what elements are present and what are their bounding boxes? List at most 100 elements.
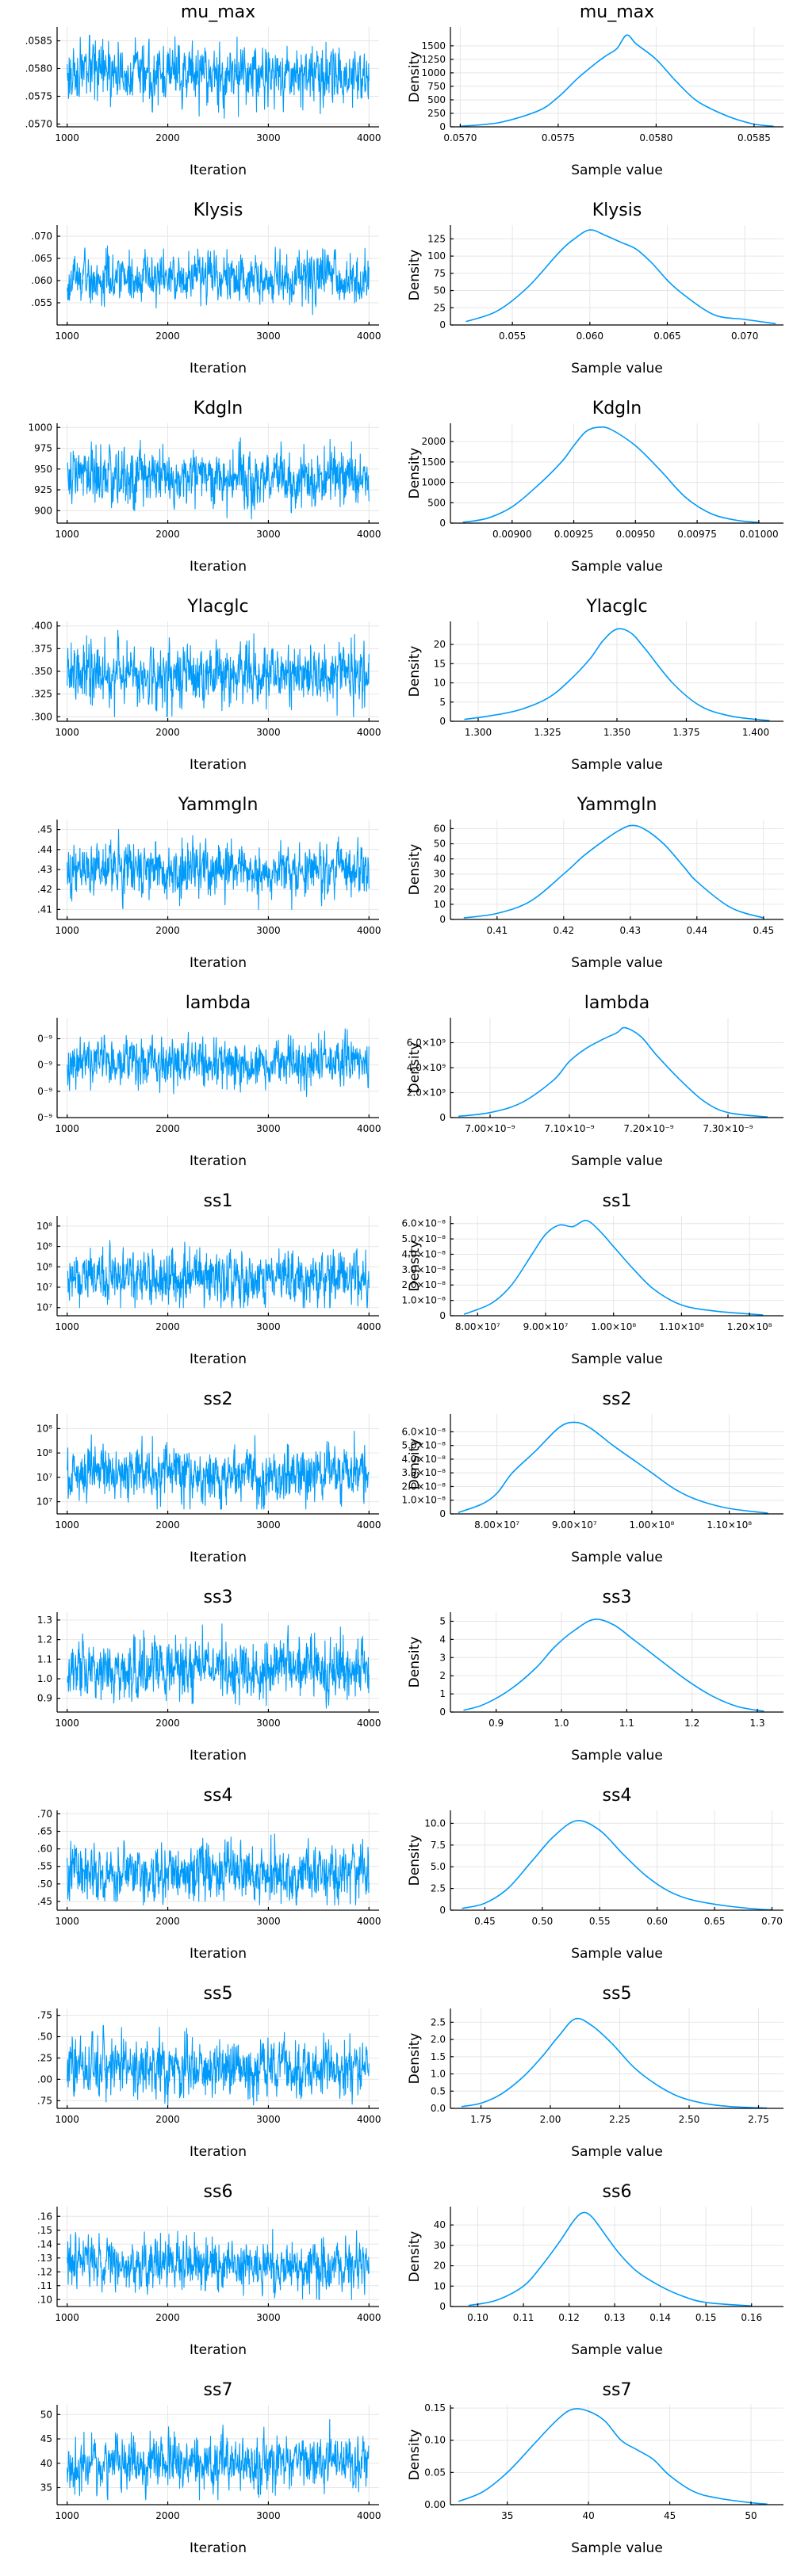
- y-tick-label: 7.5: [431, 1840, 446, 1851]
- y-tick-label: 0⁻⁹: [37, 1034, 52, 1045]
- panel-title: ss5: [204, 1984, 233, 2004]
- y-tick-label: 6.0×10⁹: [407, 1038, 446, 1049]
- density-panel-lambda: 7.00×10⁻⁹ 7.10×10⁻⁹ 7.20×10⁻⁹ 7.30×10⁻⁹ 0 2.0…: [407, 993, 783, 1169]
- x-tick-label: 0.13: [604, 2312, 626, 2323]
- x-tick-label: 2000: [155, 1123, 180, 1134]
- y-tick-label: 10: [434, 678, 446, 689]
- density-panel-ss2: 8.00×10⁷ 9.00×10⁷ 1.00×10⁸ 1.10×10⁸ 0 1.0×10⁻…: [401, 1389, 783, 1565]
- trace-series-line: [67, 437, 370, 520]
- y-tick-label: .00: [37, 2073, 52, 2085]
- x-tick-label: 4000: [357, 2312, 381, 2323]
- y-tick-label: .25: [37, 2052, 52, 2063]
- density-series-line: [463, 1219, 764, 1316]
- density-series-line: [458, 1026, 768, 1118]
- y-tick-label: .14: [37, 2238, 52, 2249]
- y-tick-label: .12: [37, 2266, 52, 2277]
- panel-title: ss7: [603, 2380, 632, 2400]
- y-tick-label: 10⁷: [36, 1302, 52, 1313]
- y-tick-label: 10⁷: [36, 1496, 52, 1508]
- y-tick-label: 2000: [421, 436, 446, 447]
- x-tick-label: 1.0: [554, 1718, 569, 1729]
- y-tick-label: 10⁸: [36, 1221, 52, 1232]
- x-axis-label: Sample value: [571, 2540, 663, 2556]
- y-tick-label: 35: [40, 2482, 52, 2493]
- y-tick-label: .055: [31, 297, 52, 308]
- panel-title: Yammgln: [178, 795, 259, 815]
- density-series-line: [465, 229, 776, 325]
- y-axis-label: Density: [407, 52, 423, 103]
- y-tick-label: 6.0×10⁻⁸: [401, 1218, 446, 1229]
- y-tick-label: 0.10: [424, 2435, 446, 2446]
- x-tick-label: 0.0570: [443, 132, 477, 143]
- y-tick-label: 0: [439, 716, 446, 727]
- x-tick-label: 0.01000: [739, 529, 779, 540]
- y-tick-label: 4.0×10⁻⁸: [401, 1454, 446, 1465]
- x-tick-label: 1.20×10⁸: [727, 1321, 772, 1332]
- y-tick-label: .0575: [25, 91, 52, 102]
- y-tick-label: .0585: [25, 36, 52, 47]
- y-tick-label: 20: [434, 2261, 446, 2272]
- y-tick-label: 925: [34, 484, 52, 495]
- panel-title: ss4: [204, 1786, 233, 1806]
- density-panel-kdgln: 0.00900 0.00925 0.00950 0.00975 0.01000 0 500 1…: [407, 399, 783, 575]
- x-axis-label: Sample value: [571, 1153, 663, 1169]
- y-tick-label: 900: [34, 505, 52, 516]
- y-tick-label: 50: [434, 839, 446, 850]
- x-tick-label: 0.0575: [542, 132, 575, 143]
- y-tick-label: .13: [37, 2253, 52, 2264]
- x-tick-label: 0.44: [686, 925, 707, 936]
- y-axis-label: Density: [407, 1835, 423, 1886]
- x-axis-label: Iteration: [190, 1351, 247, 1367]
- x-axis-label: Iteration: [190, 361, 247, 376]
- x-tick-label: 9.00×10⁷: [552, 1519, 597, 1531]
- x-tick-label: 0.41: [486, 925, 508, 936]
- x-tick-label: 1000: [55, 1718, 79, 1729]
- trace-panel-lambda: 1000 2000 3000 4000 0⁻⁹ 0⁻⁹ 0⁻⁹ 0⁻⁹ lambda Iterat…: [37, 993, 381, 1169]
- x-tick-label: 4000: [357, 1123, 381, 1134]
- x-tick-label: 0.14: [649, 2312, 671, 2323]
- y-tick-label: 1: [439, 1688, 446, 1699]
- density-panel-klysis: 0.055 0.060 0.065 0.070 0 25 50 75 100 125 Klysis S…: [407, 201, 783, 376]
- y-tick-label: 1.0×10⁻⁸: [401, 1495, 446, 1506]
- y-tick-label: 45: [40, 2433, 52, 2444]
- trace-panel-ss6: 1000 2000 3000 4000 .16 .15 .14 .13 .12 .11 .10 ss6…: [37, 2182, 381, 2358]
- x-tick-label: 0.60: [646, 1916, 668, 1927]
- x-tick-label: 2000: [155, 331, 180, 342]
- y-tick-label: 500: [427, 497, 446, 508]
- x-tick-label: 0.42: [553, 925, 574, 936]
- x-tick-label: 1.2: [684, 1718, 699, 1729]
- x-tick-label: 2000: [155, 1718, 180, 1729]
- density-series-line: [468, 2211, 752, 2307]
- y-tick-label: 1.5: [431, 2051, 446, 2062]
- y-tick-label: 3.0×10⁻⁸: [401, 1467, 446, 1478]
- x-tick-label: 2.50: [679, 2114, 700, 2125]
- x-tick-label: 0.0580: [639, 132, 672, 143]
- y-tick-label: 1.0×10⁻⁸: [401, 1295, 446, 1306]
- x-tick-label: 0.45: [474, 1916, 496, 1927]
- y-axis-label: Density: [407, 844, 423, 896]
- x-axis-label: Sample value: [571, 1351, 663, 1367]
- trace-series-line: [67, 34, 370, 119]
- density-series-line: [463, 1619, 764, 1712]
- y-tick-label: 1500: [421, 457, 446, 468]
- y-tick-label: .65: [37, 1826, 52, 1837]
- x-tick-label: 1.00×10⁸: [630, 1519, 675, 1531]
- y-tick-label: .375: [31, 643, 52, 654]
- y-tick-label: 20: [434, 884, 446, 895]
- x-axis-label: Sample value: [571, 2144, 663, 2160]
- y-tick-label: 30: [434, 2240, 446, 2251]
- density-series-line: [462, 426, 759, 523]
- y-tick-label: 125: [427, 233, 446, 244]
- x-tick-label: 1000: [55, 2510, 79, 2521]
- y-tick-label: 10.0: [424, 1817, 446, 1829]
- x-tick-label: 0.00925: [554, 529, 594, 540]
- x-tick-label: 4000: [357, 529, 381, 540]
- density-panel-ss3: 0.9 1.0 1.1 1.2 1.3 0 1 2 3 4 5 ss3 Sample value Dens…: [407, 1588, 783, 1764]
- x-tick-label: 2.75: [748, 2114, 769, 2125]
- x-axis-label: Iteration: [190, 2144, 247, 2160]
- panel-title: ss3: [204, 1588, 233, 1607]
- x-tick-label: 1000: [55, 331, 79, 342]
- x-tick-label: 2000: [155, 529, 180, 540]
- x-tick-label: 1.375: [672, 727, 699, 738]
- x-tick-label: 1000: [55, 1123, 79, 1134]
